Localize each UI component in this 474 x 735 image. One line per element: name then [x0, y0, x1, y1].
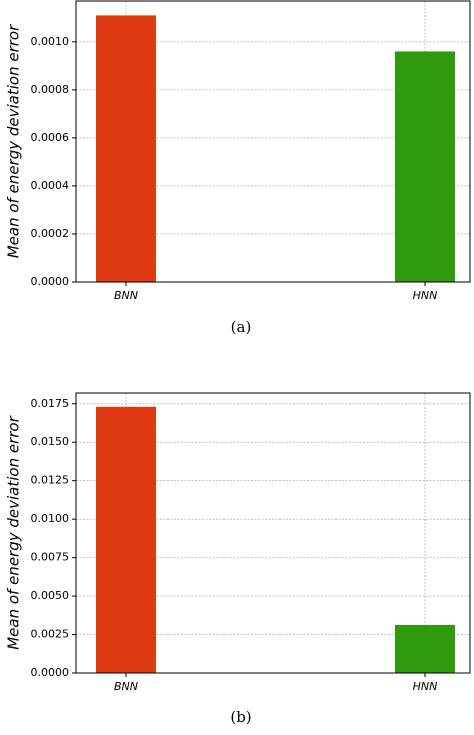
- y-tick-label: 0.0175: [31, 397, 70, 410]
- y-tick-label: 0.0100: [31, 512, 70, 525]
- y-tick-label: 0.0000: [31, 275, 70, 288]
- y-tick-label: 0.0004: [31, 179, 70, 192]
- y-tick-label: 0.0010: [31, 35, 70, 48]
- y-axis-label: Mean of energy deviation error: [5, 415, 23, 649]
- bar: [395, 51, 455, 282]
- plot-frame: [75, 392, 471, 674]
- x-tick-label: BNN: [114, 680, 138, 693]
- bar: [96, 406, 156, 673]
- bar: [96, 15, 156, 283]
- x-tick-label: HNN: [413, 680, 438, 693]
- y-tick-label: 0.0150: [31, 435, 70, 448]
- y-tick-label: 0.0002: [31, 227, 70, 240]
- y-tick-label: 0.0075: [31, 551, 70, 564]
- y-tick-label: 0.0000: [31, 666, 70, 679]
- y-tick-label: 0.0008: [31, 83, 70, 96]
- y-tick-label: 0.0006: [31, 131, 70, 144]
- x-tick-label: HNN: [413, 289, 438, 302]
- bar: [395, 625, 455, 673]
- y-tick-label: 0.0050: [31, 589, 70, 602]
- caption: (a): [231, 318, 252, 336]
- y-tick-label: 0.0125: [31, 474, 70, 487]
- y-tick-label: 0.0025: [31, 628, 70, 641]
- caption: (b): [230, 708, 251, 726]
- x-tick-label: BNN: [114, 289, 138, 302]
- y-axis-label: Mean of energy deviation error: [5, 24, 23, 258]
- plot-frame: [75, 0, 471, 283]
